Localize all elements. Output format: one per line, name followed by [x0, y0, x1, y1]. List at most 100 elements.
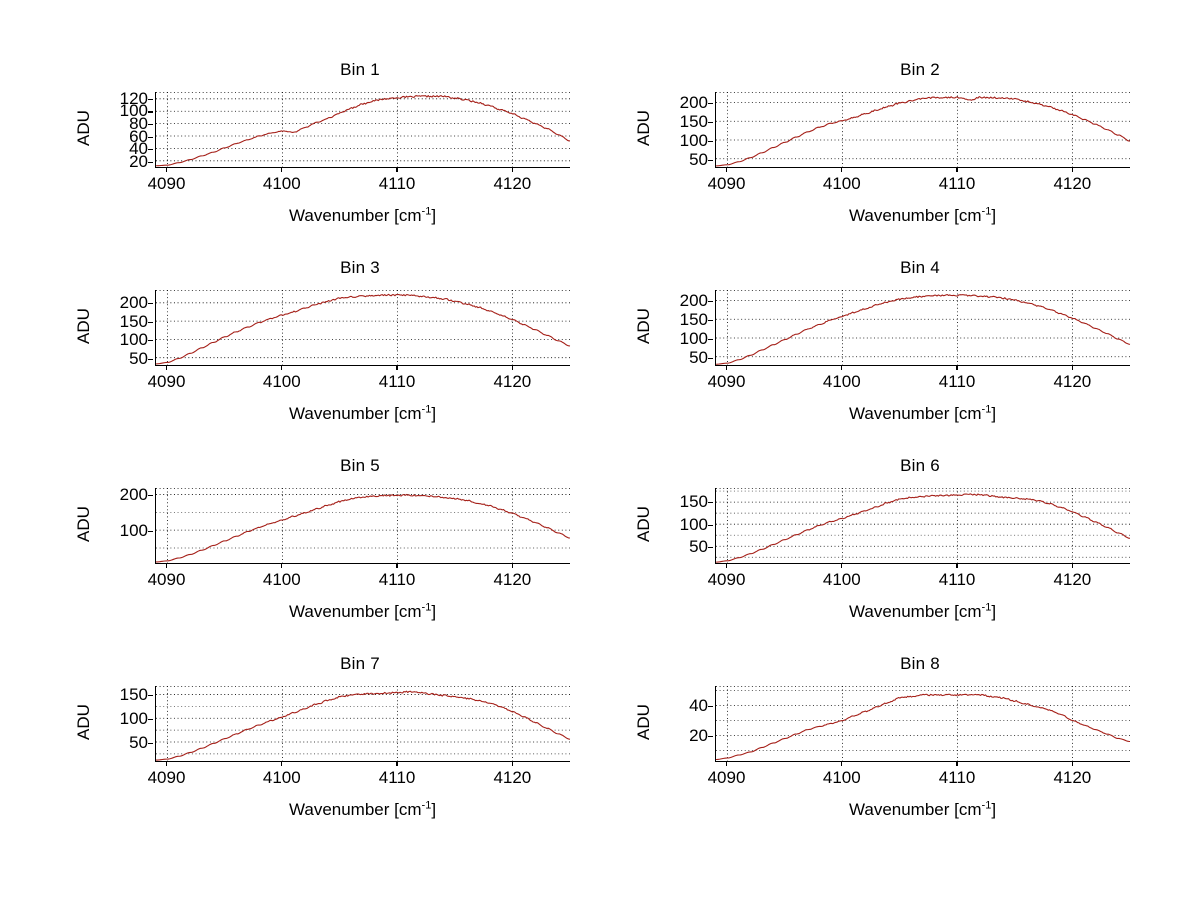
panel-title: Bin 1 [340, 60, 380, 79]
x-tick-mark [841, 564, 843, 568]
x-axis-label-bracket: ] [991, 404, 997, 423]
y-tick-label: 20 [129, 151, 148, 171]
x-tick-label: 4100 [822, 570, 861, 589]
y-tick-label: 150 [679, 492, 708, 512]
x-axis-label-bracket: ] [991, 602, 997, 621]
x-tick-label: 4100 [262, 174, 301, 193]
panel-title: Bin 2 [900, 60, 940, 79]
y-tick-label: 60 [129, 126, 148, 146]
y-tick-label-group: 50 100 150 200 [620, 290, 713, 366]
x-axis-label-bracket: ] [431, 800, 437, 819]
y-tick-mark [148, 111, 153, 113]
panel-title: Bin 3 [340, 258, 380, 277]
y-tick-mark [708, 159, 713, 161]
x-axis-label-text: Wavenumber [cm [288, 206, 422, 225]
x-tick-mark [725, 168, 728, 172]
plot-area [155, 290, 570, 366]
x-tick-label: 4100 [822, 174, 861, 193]
x-axis-label-text: Wavenumber [cm [848, 800, 982, 819]
x-axis-label: Wavenumber [cm-1] [155, 404, 570, 424]
y-tick-mark [708, 102, 713, 104]
x-tick-label: 4110 [378, 174, 416, 193]
subplot-panel: Bin 8 ADU 20 40 4090 4100 4110 4120 Wavenumber [… [620, 654, 1200, 852]
x-tick-label: 4100 [822, 768, 861, 787]
y-tick-label: 100 [119, 520, 148, 540]
x-tick-mark [511, 366, 513, 370]
x-tick-label-group: 4090 4100 4110 4120 [708, 564, 1130, 592]
y-tick-label: 50 [129, 732, 148, 752]
x-tick-mark [396, 564, 398, 568]
x-tick-label-group: 4090 4100 4110 4120 [148, 366, 570, 394]
x-axis-label-exponent: -1 [421, 205, 432, 218]
x-axis-label-text: Wavenumber [cm [288, 602, 422, 621]
x-axis-label-text: Wavenumber [cm [288, 800, 422, 819]
plot-area [155, 92, 570, 168]
y-tick-label: 100 [679, 514, 708, 534]
x-axis-label-text: Wavenumber [cm [288, 404, 422, 423]
x-tick-label: 4120 [1053, 768, 1092, 787]
x-axis-label-bracket: ] [431, 404, 437, 423]
y-tick-label: 50 [689, 537, 708, 556]
x-tick-mark [956, 564, 958, 568]
panel-title: Bin 4 [900, 258, 940, 277]
y-tick-label-group: 20 40 [620, 686, 713, 762]
x-tick-label-group: 4090 4100 4110 4120 [708, 762, 1130, 790]
plot-area [715, 290, 1130, 366]
y-tick-mark [148, 694, 153, 696]
y-tick-label-group: 100 200 [60, 486, 153, 564]
x-axis-label: Wavenumber [cm-1] [155, 800, 570, 820]
x-tick-mark [1071, 762, 1073, 766]
x-tick-label: 4110 [938, 174, 976, 193]
x-axis-label-exponent: -1 [421, 799, 432, 812]
x-axis-label: Wavenumber [cm-1] [715, 404, 1130, 424]
x-tick-label: 4110 [378, 570, 416, 589]
subplot-panel: Bin 5 ADU 100 200 4090 4100 4110 4120 Wavenumber… [60, 456, 660, 654]
x-axis-label: Wavenumber [cm-1] [715, 206, 1130, 226]
y-tick-label: 40 [689, 695, 708, 715]
plot-area [155, 686, 570, 762]
subplot-panel: Bin 3 ADU 50 100 150 200 4090 4100 4110 4120 Waven… [60, 258, 660, 456]
x-tick-label: 4090 [707, 570, 746, 589]
x-tick-mark [281, 762, 283, 766]
y-tick-mark [148, 149, 153, 151]
x-tick-label: 4110 [938, 372, 976, 391]
y-tick-mark [708, 736, 713, 738]
x-axis-label-exponent: -1 [421, 601, 432, 614]
y-tick-mark [708, 140, 713, 142]
x-tick-mark [841, 366, 843, 370]
x-tick-label: 4120 [493, 174, 532, 193]
y-tick-label-group: 20 40 60 80 100 120 [60, 90, 153, 171]
x-tick-mark [725, 762, 728, 766]
x-tick-label: 4110 [938, 768, 976, 787]
x-tick-mark [725, 366, 728, 370]
x-tick-label: 4090 [707, 174, 746, 193]
y-tick-mark [708, 547, 713, 549]
y-tick-label: 100 [119, 708, 148, 728]
y-tick-label-group: 50 100 150 [620, 488, 713, 564]
x-tick-label-group: 4090 4100 4110 4120 [148, 564, 570, 592]
y-tick-mark [148, 718, 153, 720]
x-axis-label-exponent: -1 [981, 799, 992, 812]
plot-area [715, 686, 1130, 762]
x-tick-mark [396, 168, 398, 172]
x-tick-mark [281, 366, 283, 370]
x-axis-label-text: Wavenumber [cm [848, 206, 982, 225]
panel-title: Bin 5 [340, 456, 380, 475]
y-tick-label: 40 [129, 139, 148, 159]
y-tick-mark [148, 321, 153, 323]
subplot-panel: Bin 1 ADU 20 40 60 80 100 120 4090 4100 4110 4120 Wa… [60, 60, 660, 258]
x-axis-label-exponent: -1 [981, 403, 992, 416]
y-tick-mark [148, 124, 153, 126]
x-tick-mark [165, 168, 168, 172]
x-axis-label-text: Wavenumber [cm [848, 602, 982, 621]
x-tick-label-group: 4090 4100 4110 4120 [708, 168, 1130, 196]
y-tick-mark [148, 302, 153, 305]
x-tick-mark [396, 366, 398, 370]
x-tick-label: 4120 [1053, 372, 1092, 391]
spectrum-trace [716, 97, 1130, 166]
x-axis-label: Wavenumber [cm-1] [155, 602, 570, 622]
x-axis-label-text: Wavenumber [cm [848, 404, 982, 423]
y-tick-label: 150 [119, 684, 148, 704]
y-tick-label: 100 [679, 328, 708, 348]
